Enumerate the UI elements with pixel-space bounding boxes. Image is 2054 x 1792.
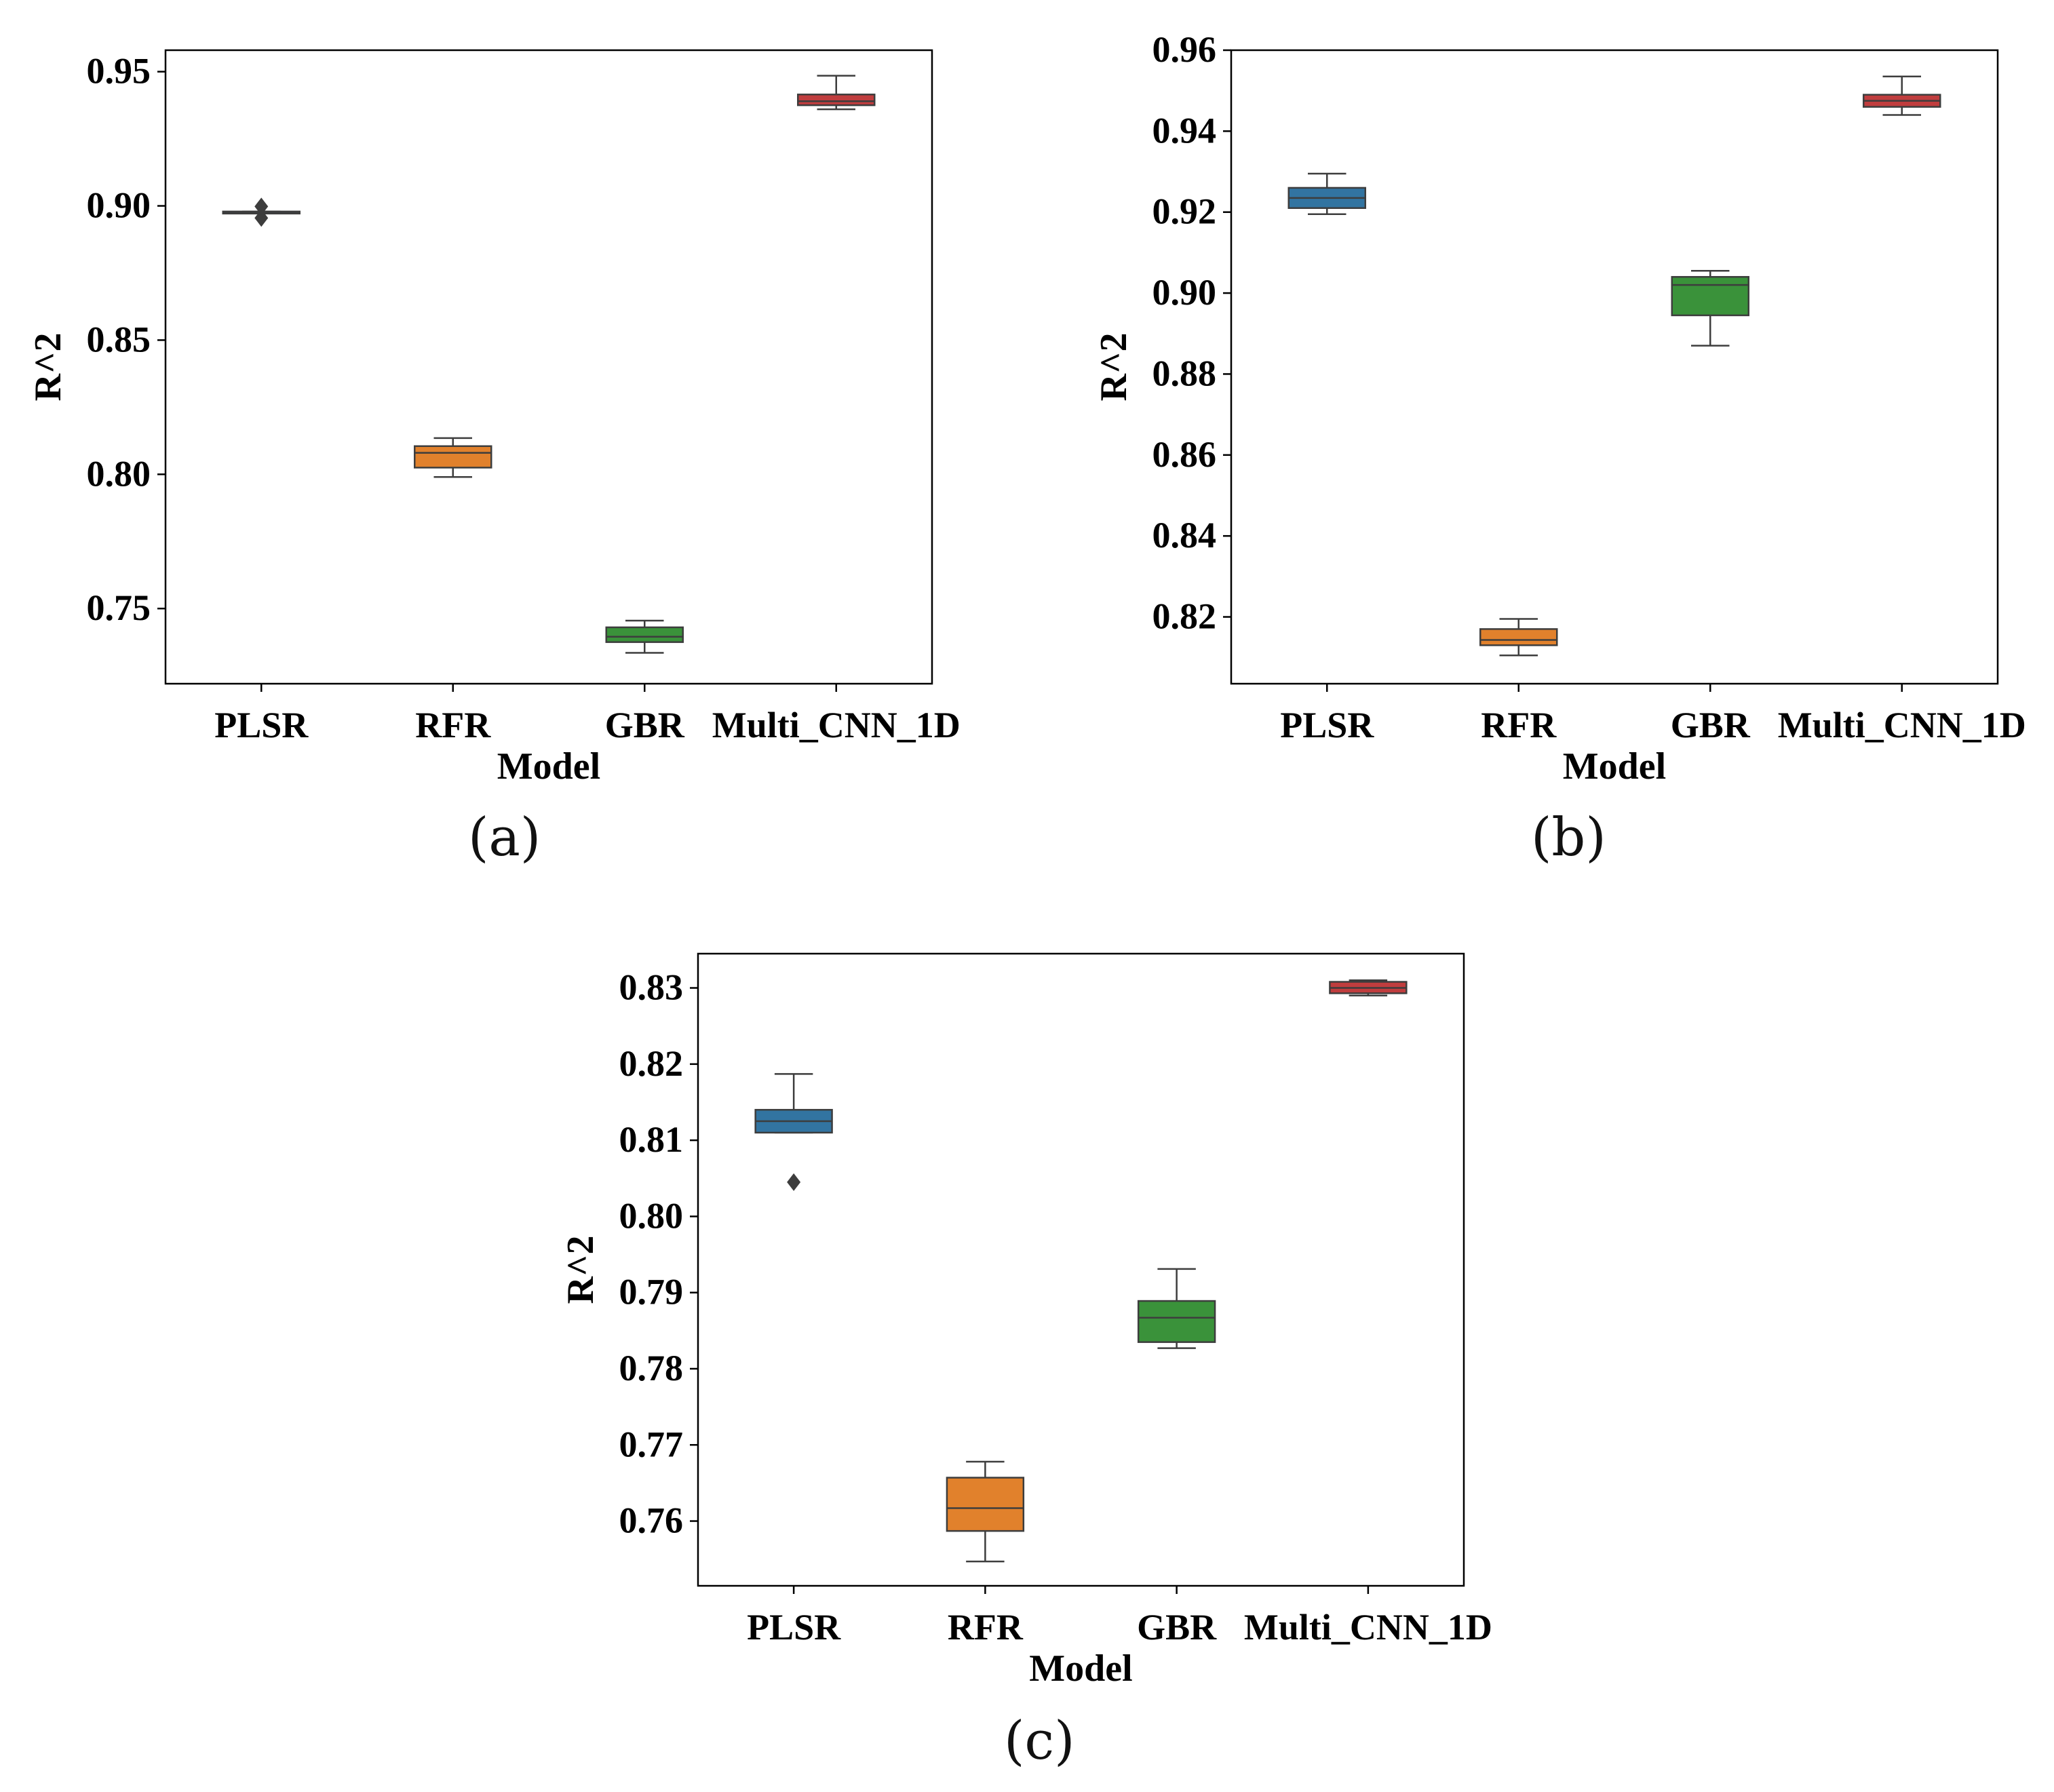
plot-frame (697, 952, 1465, 1587)
outlier-marker (254, 197, 269, 216)
box-body (1671, 275, 1749, 317)
y-tick-label: 0.86 (1152, 434, 1217, 475)
y-tick-label: 0.79 (619, 1272, 684, 1312)
box-body (1137, 1300, 1216, 1343)
x-tick-label: Multi_CNN_1D (1778, 705, 2026, 745)
y-tick-label: 0.85 (87, 319, 151, 359)
y-tick-label: 0.82 (1152, 596, 1217, 637)
x-axis-title: Model (497, 745, 600, 787)
box-body (1479, 628, 1558, 646)
box-rfr (946, 1460, 1025, 1563)
plot-frame (1230, 49, 1999, 685)
y-tick-label: 0.80 (87, 453, 151, 494)
y-tick-label: 0.90 (1152, 272, 1217, 313)
y-tick-label: 0.75 (87, 587, 151, 628)
plot-frame (164, 49, 933, 685)
x-tick-label: Multi_CNN_1D (712, 705, 961, 745)
y-tick-label: 0.90 (87, 185, 151, 226)
chart-panel-a: 0.75 0.80 0.85 0.90 0.95 PLSR RFR GBR Multi_CNN_… (27, 49, 961, 787)
x-tick-label: RFR (948, 1607, 1024, 1648)
chart-panel-c: 0.76 0.77 0.78 0.79 0.80 0.81 0.82 0.83 PLSR RFR G… (560, 952, 1492, 1690)
box-plsr (1287, 172, 1366, 215)
outlier-marker (787, 1173, 801, 1191)
box-gbr (605, 619, 684, 654)
box-body (414, 445, 492, 469)
y-tick-label: 0.95 (87, 51, 151, 92)
box-plsr (222, 197, 301, 227)
box-rfr (1479, 618, 1558, 657)
box-gbr (1137, 1268, 1216, 1349)
caption-c: (c) (1004, 1711, 1075, 1772)
x-tick-label: PLSR (1280, 705, 1374, 745)
y-tick-label: 0.83 (619, 967, 684, 1008)
caption-a: (a) (468, 807, 541, 868)
x-tick-label: PLSR (214, 705, 309, 745)
caption-b: (b) (1531, 807, 1606, 868)
box-gbr (1671, 270, 1749, 347)
x-tick-label: Multi_CNN_1D (1244, 1607, 1492, 1648)
x-tick-label: GBR (1671, 705, 1751, 745)
box-multi-cnn-1d (1863, 75, 1941, 116)
y-tick-label: 0.96 (1152, 29, 1217, 70)
y-tick-label: 0.92 (1152, 191, 1217, 232)
y-tick-label: 0.80 (619, 1195, 684, 1236)
x-tick-label: RFR (415, 705, 491, 745)
x-tick-label: GBR (605, 705, 685, 745)
y-tick-label: 0.82 (619, 1043, 684, 1084)
y-tick-label: 0.76 (619, 1500, 684, 1541)
box-body (946, 1477, 1025, 1532)
y-tick-label: 0.78 (619, 1348, 684, 1388)
box-body (797, 94, 876, 106)
x-tick-label: PLSR (747, 1607, 841, 1648)
y-tick-label: 0.77 (619, 1424, 684, 1464)
y-tick-label: 0.88 (1152, 353, 1217, 393)
x-axis-title: Model (1563, 745, 1666, 787)
box-plsr (754, 1073, 833, 1191)
y-tick-label: 0.84 (1152, 515, 1217, 556)
y-tick-label: 0.94 (1152, 110, 1217, 151)
y-axis-title: R^2 (27, 333, 69, 402)
x-axis-title: Model (1029, 1648, 1132, 1690)
box-multi-cnn-1d (797, 75, 876, 111)
box-rfr (414, 437, 492, 478)
box-body (605, 626, 684, 643)
y-axis-title: R^2 (560, 1236, 602, 1304)
box-multi-cnn-1d (1329, 979, 1408, 997)
y-tick-label: 0.81 (619, 1119, 684, 1160)
x-tick-label: RFR (1481, 705, 1557, 745)
chart-panel-b: 0.82 0.84 0.86 0.88 0.90 0.92 0.94 0.96 PLSR RFR G… (1093, 29, 2026, 787)
x-tick-label: GBR (1137, 1607, 1217, 1648)
outlier-marker (254, 209, 269, 227)
y-axis-title: R^2 (1093, 333, 1135, 402)
